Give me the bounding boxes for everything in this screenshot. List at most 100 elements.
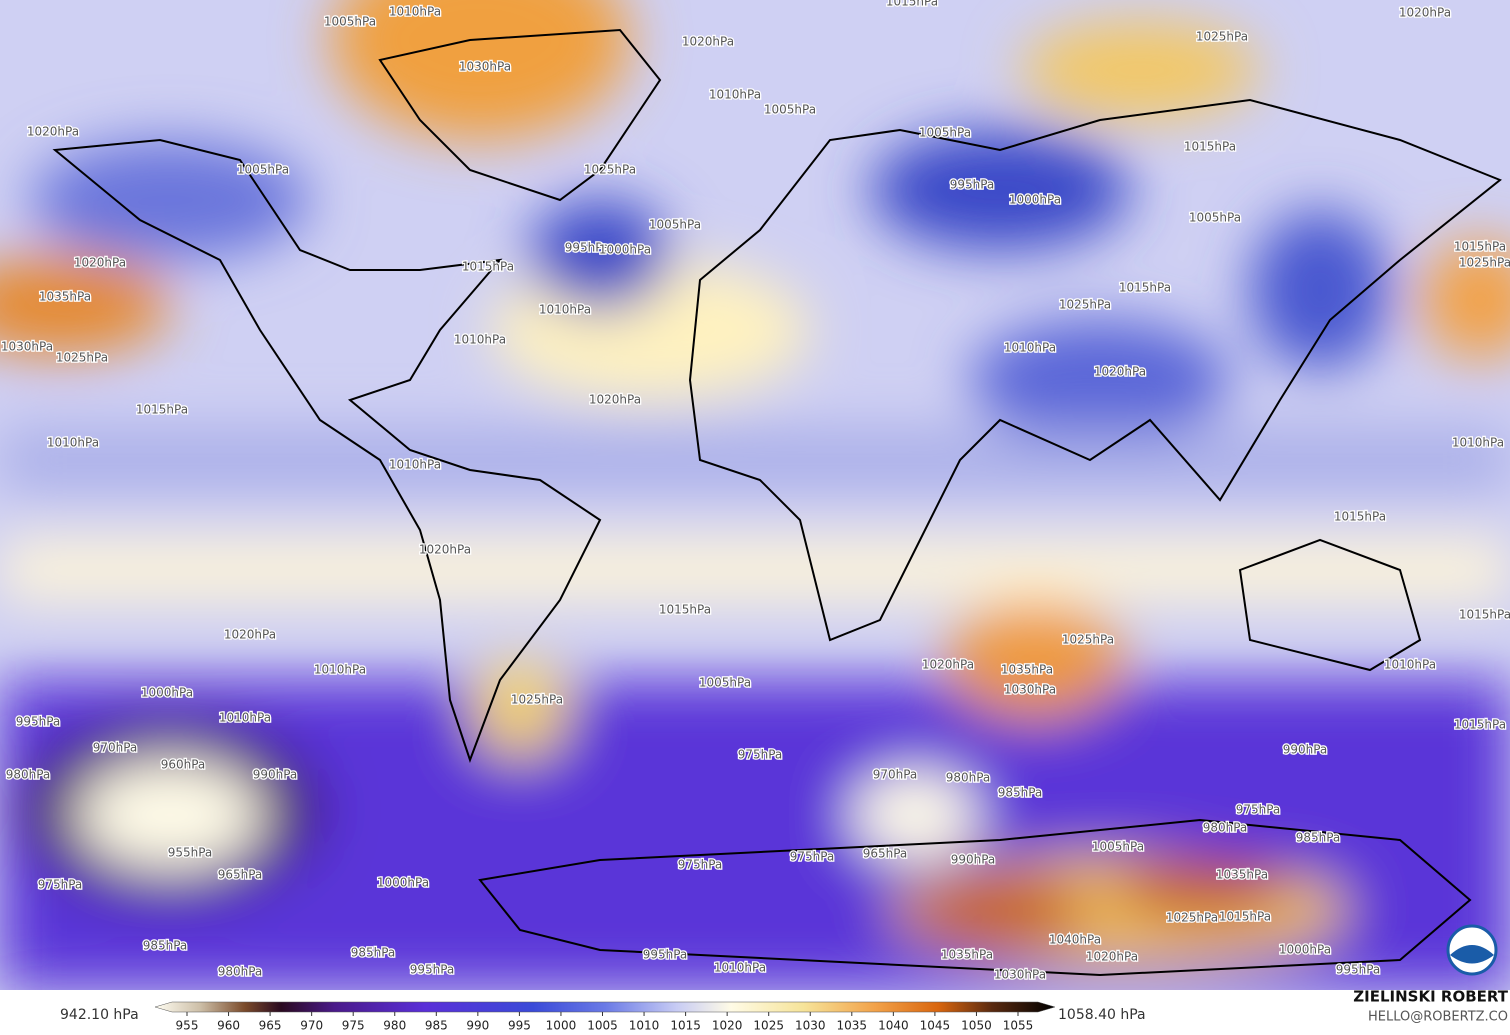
contour-label: 1000hPa — [1279, 943, 1331, 957]
colorbar-tick-label: 1035 — [837, 1019, 868, 1033]
contour-label: 1035hPa — [941, 948, 993, 962]
contour-label: 1015hPa — [1454, 240, 1506, 254]
contour-label: 1010hPa — [1384, 658, 1436, 672]
contour-label: 965hPa — [218, 868, 263, 882]
contour-label: 995hPa — [1336, 963, 1381, 977]
contour-label: 1025hPa — [56, 351, 108, 365]
contour-label: 970hPa — [873, 768, 918, 782]
contour-label: 1020hPa — [1399, 6, 1451, 20]
contour-label: 1025hPa — [584, 163, 636, 177]
contour-label: 1025hPa — [1059, 298, 1111, 312]
contour-label: 980hPa — [218, 965, 263, 979]
contour-label: 1005hPa — [324, 15, 376, 29]
contour-label: 1015hPa — [1184, 140, 1236, 154]
colorbar-tick-label: 960 — [217, 1019, 240, 1033]
contour-label: 955hPa — [168, 846, 213, 860]
contour-label: 975hPa — [678, 858, 723, 872]
contour-label: 980hPa — [946, 771, 991, 785]
contour-label: 1015hPa — [1119, 281, 1171, 295]
colorbar — [154, 1001, 1056, 1013]
colorbar-tick-label: 1010 — [629, 1019, 660, 1033]
contour-label: 1020hPa — [1086, 950, 1138, 964]
colorbar-tick-label: 970 — [300, 1019, 323, 1033]
contour-label: 1005hPa — [1189, 211, 1241, 225]
colorbar-tick-label: 1055 — [1003, 1019, 1034, 1033]
contour-label: 1010hPa — [389, 458, 441, 472]
contour-label: 1025hPa — [1062, 633, 1114, 647]
contour-label: 1010hPa — [1004, 341, 1056, 355]
contour-label: 995hPa — [410, 963, 455, 977]
contour-label: 1000hPa — [1009, 193, 1061, 207]
contour-label: 985hPa — [998, 786, 1043, 800]
contact: HELLO@ROBERTZ.CO — [1368, 1010, 1508, 1025]
contour-label: 1030hPa — [1, 340, 53, 354]
colorbar-tick-label: 1015 — [670, 1019, 701, 1033]
colorbar-tick-label: 990 — [466, 1019, 489, 1033]
contour-label: 1020hPa — [589, 393, 641, 407]
colorbar-tick-label: 1040 — [878, 1019, 909, 1033]
contour-label: 1005hPa — [699, 676, 751, 690]
contour-label: 990hPa — [253, 768, 298, 782]
contour-label: 1025hPa — [511, 693, 563, 707]
contour-label: 1015hPa — [1459, 608, 1510, 622]
contour-label: 1035hPa — [39, 290, 91, 304]
contour-label: 1000hPa — [599, 243, 651, 257]
contour-label: 1025hPa — [1166, 911, 1218, 925]
colorbar-tick-label: 1045 — [920, 1019, 951, 1033]
contour-label: 960hPa — [161, 758, 206, 772]
contour-label: 990hPa — [951, 853, 996, 867]
contour-label: 1015hPa — [462, 260, 514, 274]
contour-label: 1010hPa — [314, 663, 366, 677]
contour-label: 1035hPa — [1001, 663, 1053, 677]
contour-label: 965hPa — [863, 847, 908, 861]
contour-label: 1005hPa — [237, 163, 289, 177]
contour-label: 1010hPa — [219, 711, 271, 725]
contour-label: 975hPa — [738, 748, 783, 762]
contour-label: 1025hPa — [1196, 30, 1248, 44]
contour-label: 1015hPa — [1334, 510, 1386, 524]
contour-label: 1005hPa — [764, 103, 816, 117]
contour-label: 1020hPa — [419, 543, 471, 557]
contour-label: 975hPa — [790, 850, 835, 864]
contour-label: 1020hPa — [224, 628, 276, 642]
contour-label: 1020hPa — [27, 125, 79, 139]
contour-label: 995hPa — [950, 178, 995, 192]
contour-label: 1000hPa — [141, 686, 193, 700]
contour-label: 1010hPa — [389, 5, 441, 19]
colorbar-ticks: 955 960 965 970 975 980 985 990 995 1000 1005 1010 1… — [176, 1012, 1034, 1033]
colorbar-tick-label: 1005 — [587, 1019, 618, 1033]
contour-label: 1010hPa — [47, 436, 99, 450]
contour-label: 1010hPa — [1452, 436, 1504, 450]
contour-label: 990hPa — [1283, 743, 1328, 757]
contour-label: 995hPa — [565, 241, 610, 255]
colorbar-tick-label: 965 — [259, 1019, 282, 1033]
contour-label: 1030hPa — [1004, 683, 1056, 697]
contour-label: 1010hPa — [714, 961, 766, 975]
noaa-logo — [1446, 924, 1498, 976]
contour-label: 1000hPa — [377, 876, 429, 890]
contour-label: 1040hPa — [1049, 933, 1101, 947]
colorbar-tick-label: 985 — [425, 1019, 448, 1033]
colorbar-max: 1058.40 hPa — [1058, 1007, 1146, 1023]
author: ZIELINSKI ROBERT — [1353, 988, 1508, 1006]
contour-label: 1005hPa — [1092, 840, 1144, 854]
contour-label: 980hPa — [1203, 821, 1248, 835]
contour-label: 1010hPa — [709, 88, 761, 102]
contour-label: 975hPa — [1236, 803, 1281, 817]
contour-label: 975hPa — [38, 878, 83, 892]
colorbar-tick-label: 975 — [342, 1019, 365, 1033]
contour-label: 1020hPa — [682, 35, 734, 49]
contour-label: 1010hPa — [454, 333, 506, 347]
contour-label: 1015hPa — [886, 0, 938, 9]
contour-label: 1005hPa — [919, 126, 971, 140]
contour-label: 980hPa — [6, 768, 51, 782]
contour-label: 1035hPa — [1216, 868, 1268, 882]
colorbar-min: 942.10 hPa — [60, 1007, 139, 1023]
contour-label: 985hPa — [351, 946, 396, 960]
colorbar-tick-label: 1050 — [961, 1019, 992, 1033]
contour-label: 985hPa — [1296, 831, 1341, 845]
contour-label: 1005hPa — [649, 218, 701, 232]
contour-label: 1030hPa — [994, 968, 1046, 982]
